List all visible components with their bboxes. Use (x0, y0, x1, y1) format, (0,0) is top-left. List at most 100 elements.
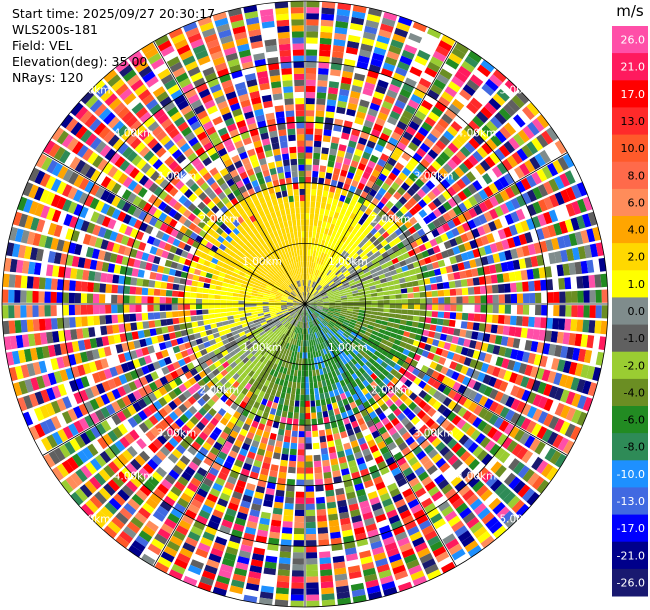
velocity-gate (227, 502, 239, 512)
velocity-gate (262, 358, 269, 365)
velocity-gate (23, 198, 33, 213)
velocity-gate (275, 329, 281, 336)
velocity-gate (437, 393, 447, 404)
velocity-gate (231, 272, 239, 278)
velocity-gate (193, 268, 202, 276)
velocity-gate (321, 310, 328, 314)
velocity-gate (253, 284, 260, 289)
velocity-gate (271, 315, 278, 319)
velocity-gate (364, 145, 374, 155)
velocity-gate (398, 16, 413, 27)
velocity-gate (423, 444, 435, 455)
velocity-gate (396, 120, 408, 131)
velocity-gate (280, 545, 292, 553)
velocity-gate (351, 287, 358, 292)
velocity-gate (359, 442, 369, 451)
velocity-gate (180, 329, 188, 337)
velocity-gate (357, 315, 365, 320)
velocity-gate (264, 336, 271, 343)
velocity-gate (541, 305, 548, 316)
velocity-gate (472, 180, 483, 191)
velocity-gate (408, 564, 423, 576)
velocity-gate (176, 263, 184, 271)
velocity-gate (126, 445, 138, 458)
velocity-gate (294, 313, 299, 320)
velocity-gate (128, 216, 138, 227)
velocity-gate (289, 310, 296, 315)
velocity-gate (109, 231, 118, 242)
velocity-gate (455, 133, 468, 145)
velocity-gate (333, 476, 342, 484)
velocity-gate (295, 491, 305, 498)
velocity-gate (94, 491, 107, 505)
velocity-gate (317, 74, 329, 81)
velocity-gate (281, 533, 292, 540)
velocity-gate (214, 581, 229, 591)
velocity-gate (439, 446, 451, 457)
velocity-gate (375, 357, 384, 365)
velocity-gate (532, 201, 543, 214)
velocity-gate (233, 285, 241, 290)
velocity-gate (153, 411, 164, 422)
velocity-gate (476, 111, 489, 124)
velocity-gate (381, 167, 391, 177)
velocity-gate (362, 151, 371, 160)
velocity-gate (247, 412, 256, 420)
velocity-gate (294, 521, 304, 529)
velocity-gate (223, 426, 232, 435)
velocity-gate (347, 299, 354, 302)
velocity-gate (299, 333, 302, 341)
velocity-gate (140, 162, 152, 174)
velocity-gate (441, 349, 449, 358)
velocity-gate (346, 191, 354, 199)
velocity-gate (391, 431, 401, 441)
velocity-gate (413, 203, 423, 212)
velocity-gate (319, 563, 332, 571)
velocity-gate (503, 472, 517, 486)
velocity-gate (242, 494, 253, 503)
velocity-gate (292, 304, 299, 306)
velocity-gate (427, 448, 439, 459)
velocity-gate (336, 585, 350, 594)
velocity-gate (326, 332, 332, 339)
velocity-gate (411, 461, 422, 472)
velocity-gate (329, 320, 336, 326)
velocity-gate (188, 334, 196, 341)
velocity-gate (240, 500, 251, 509)
velocity-gate (536, 114, 550, 129)
velocity-gate (307, 249, 311, 256)
velocity-gate (325, 428, 333, 436)
velocity-gate (395, 66, 408, 77)
velocity-gate (257, 274, 265, 280)
velocity-gate (172, 317, 180, 325)
velocity-gate (439, 151, 451, 162)
velocity-gate (305, 98, 315, 105)
velocity-gate (323, 300, 330, 302)
velocity-gate (162, 267, 171, 275)
velocity-gate (293, 301, 300, 303)
velocity-gate (409, 531, 423, 542)
velocity-gate (281, 308, 288, 312)
velocity-gate (269, 332, 275, 339)
velocity-gate (598, 257, 607, 272)
velocity-gate (405, 281, 413, 288)
velocity-gate (574, 333, 583, 347)
velocity-gate (402, 110, 414, 120)
velocity-gate (139, 484, 152, 497)
velocity-gate (346, 308, 354, 312)
velocity-gate (237, 361, 245, 368)
velocity-gate (313, 454, 321, 462)
velocity-gate (66, 456, 79, 471)
velocity-gate (319, 393, 325, 400)
velocity-gate (508, 458, 520, 471)
velocity-gate (373, 123, 384, 132)
velocity-gate (212, 586, 227, 597)
velocity-gate (325, 203, 332, 211)
velocity-gate (152, 438, 163, 450)
velocity-gate (354, 148, 363, 157)
velocity-gate (220, 446, 231, 455)
velocity-gate (347, 306, 354, 309)
velocity-gate (474, 295, 481, 304)
velocity-gate (524, 364, 533, 377)
velocity-gate (521, 389, 531, 402)
